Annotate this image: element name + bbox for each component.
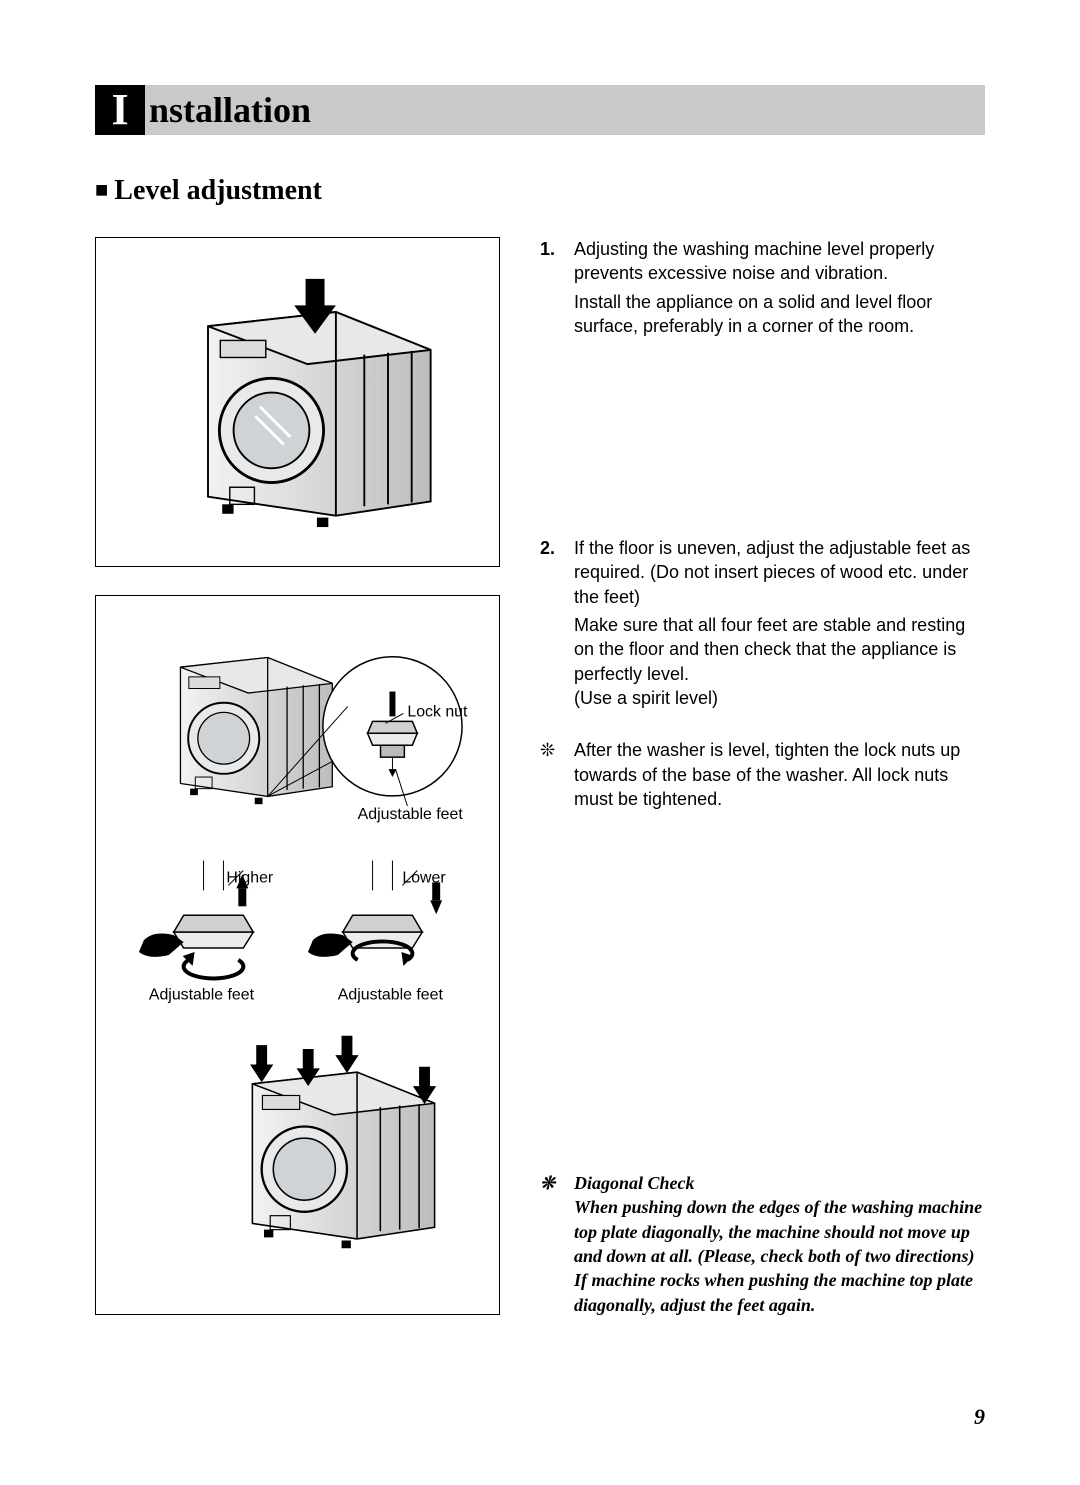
- instructions-column: 1. Adjusting the washing machine level p…: [540, 237, 985, 1317]
- diagonal-check-p1: When pushing down the edges of the washi…: [574, 1195, 985, 1268]
- figures-column: Lock nut Adjustable feet Higher: [95, 237, 500, 1317]
- diagonal-check-p2: If machine rocks when pushing the machin…: [574, 1268, 985, 1317]
- figure-1-box: [95, 237, 500, 567]
- instruction-2-lead: If the floor is uneven, adjust the adjus…: [574, 536, 985, 609]
- title-rest: nstallation: [145, 85, 985, 135]
- star-icon: ❊: [540, 1171, 564, 1317]
- instruction-2-body2: (Use a spirit level): [574, 686, 985, 710]
- star-icon: ❊: [540, 738, 564, 811]
- star-note-1-text: After the washer is level, tighten the l…: [574, 738, 985, 811]
- spacer: [540, 366, 985, 536]
- label-adj-feet-left: Adjustable feet: [148, 987, 254, 1004]
- label-lock-nut: Lock nut: [407, 703, 468, 720]
- washer-press-down-icon: [118, 252, 478, 552]
- square-bullet-icon: ■: [95, 177, 108, 202]
- page: I nstallation ■Level adjustment: [0, 0, 1080, 1485]
- label-higher: Higher: [226, 869, 274, 886]
- section-heading: ■Level adjustment: [95, 175, 985, 207]
- star-note-1: ❊ After the washer is level, tighten the…: [540, 738, 985, 811]
- figure-2-box: Lock nut Adjustable feet Higher: [95, 595, 500, 1315]
- diagonal-check-title: Diagonal Check: [574, 1171, 985, 1195]
- page-number: 9: [974, 1404, 985, 1430]
- section-heading-text: Level adjustment: [114, 175, 322, 206]
- instruction-2-number: 2.: [540, 536, 564, 609]
- title-dropcap: I: [95, 85, 145, 135]
- instruction-1: 1. Adjusting the washing machine level p…: [540, 237, 985, 338]
- instruction-1-lead: Adjusting the washing machine level prop…: [574, 237, 985, 286]
- content-columns: Lock nut Adjustable feet Higher: [95, 237, 985, 1317]
- adjustable-feet-diagram-icon: Lock nut Adjustable feet Higher: [108, 612, 488, 1298]
- title-bar: I nstallation: [95, 85, 985, 135]
- instruction-2-body: Make sure that all four feet are stable …: [574, 613, 985, 686]
- instruction-2: 2. If the floor is uneven, adjust the ad…: [540, 536, 985, 710]
- label-adj-feet-top: Adjustable feet: [357, 806, 463, 823]
- diagonal-check-block: ❊ Diagonal Check When pushing down the e…: [540, 1171, 985, 1317]
- instruction-1-number: 1.: [540, 237, 564, 286]
- label-adj-feet-right: Adjustable feet: [337, 987, 443, 1004]
- instruction-1-body: Install the appliance on a solid and lev…: [574, 290, 985, 339]
